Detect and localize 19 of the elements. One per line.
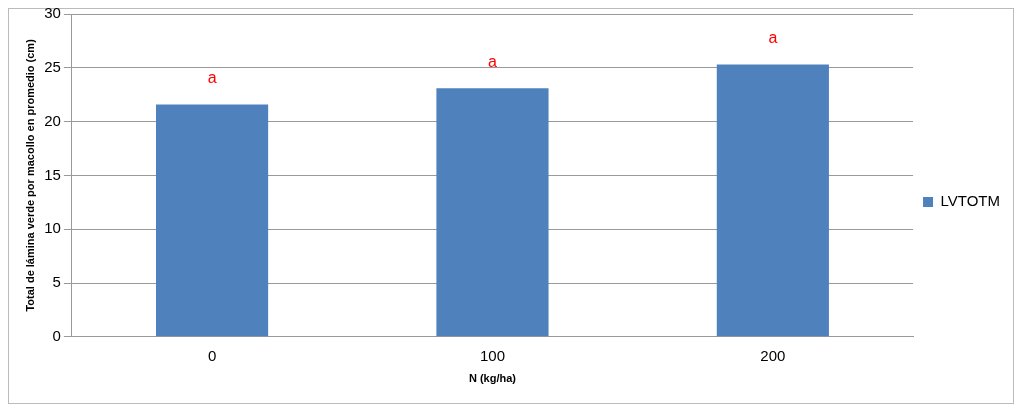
legend-label: LVTOTM [940,192,1000,210]
bar [156,104,269,337]
annotation: a [207,68,217,86]
annotation: a [768,28,778,46]
y-tick-label: 0 [52,326,61,344]
y-tick-label: 5 [52,273,61,291]
y-tick-label: 15 [44,165,61,183]
y-tick-label: 25 [44,57,61,75]
bar [716,64,829,337]
annotation: a [488,52,498,70]
x-tick-label: 0 [207,346,217,364]
x-tick-label: 100 [479,346,505,364]
y-tick-label: 30 [44,4,61,22]
x-tick-label: 200 [760,346,786,364]
x-axis-title: N (kg/ha) [468,372,517,385]
bar [436,88,549,337]
y-axis-title: Total de lámina verde por macollo en promedio (cm) [23,38,36,312]
y-tick-label: 10 [44,219,61,237]
y-tick-label: 20 [44,111,61,129]
